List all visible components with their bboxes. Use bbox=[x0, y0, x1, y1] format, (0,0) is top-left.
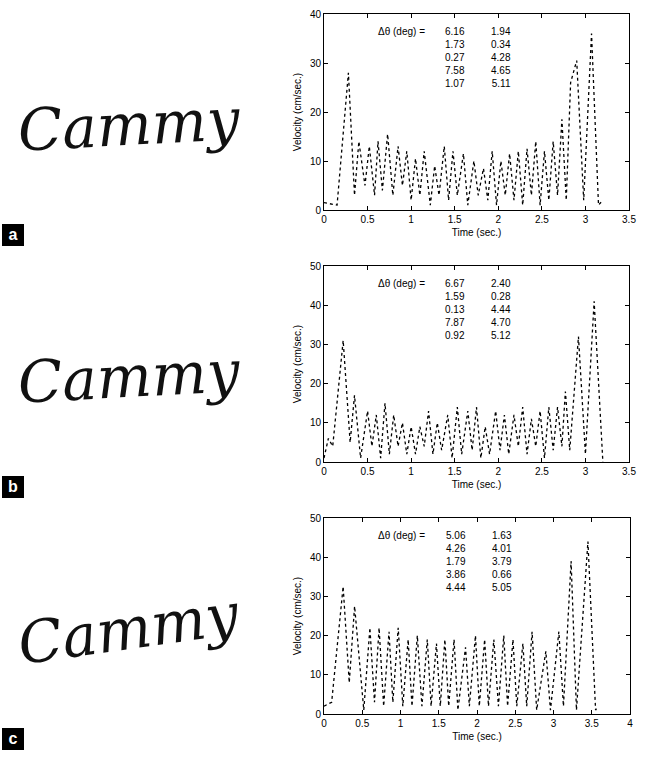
svg-text:20: 20 bbox=[310, 630, 322, 641]
svg-text:6.671.590.137.870.92: 6.671.590.137.870.92 bbox=[445, 278, 465, 341]
svg-text:1: 1 bbox=[398, 718, 404, 729]
svg-text:3: 3 bbox=[551, 718, 557, 729]
svg-text:30: 30 bbox=[310, 58, 322, 69]
svg-text:50: 50 bbox=[310, 513, 322, 524]
svg-text:0: 0 bbox=[321, 466, 327, 477]
svg-text:10: 10 bbox=[310, 669, 322, 680]
svg-text:4: 4 bbox=[627, 718, 633, 729]
svg-text:Δθ (deg) =: Δθ (deg) = bbox=[378, 26, 425, 37]
svg-text:Cammy: Cammy bbox=[16, 85, 242, 165]
svg-text:1.634.013.790.665.05: 1.634.013.790.665.05 bbox=[492, 530, 512, 593]
svg-text:Velocity (cm/sec.): Velocity (cm/sec.) bbox=[292, 325, 303, 403]
svg-text:2.5: 2.5 bbox=[535, 466, 549, 477]
svg-text:5.064.261.793.864.44: 5.064.261.793.864.44 bbox=[446, 530, 466, 593]
svg-text:10: 10 bbox=[310, 156, 322, 167]
svg-text:1.5: 1.5 bbox=[448, 214, 462, 225]
svg-text:2.5: 2.5 bbox=[508, 718, 522, 729]
svg-text:3: 3 bbox=[583, 214, 589, 225]
svg-text:3.5: 3.5 bbox=[622, 214, 636, 225]
svg-text:Time (sec.): Time (sec.) bbox=[452, 227, 502, 238]
svg-text:1: 1 bbox=[408, 466, 414, 477]
svg-text:Cammy: Cammy bbox=[14, 580, 244, 678]
html-text:a: a bbox=[8, 226, 18, 243]
svg-text:0: 0 bbox=[315, 709, 321, 720]
svg-text:20: 20 bbox=[310, 378, 322, 389]
svg-text:0.5: 0.5 bbox=[355, 718, 369, 729]
svg-text:50: 50 bbox=[310, 261, 322, 272]
svg-text:0: 0 bbox=[315, 457, 321, 468]
svg-text:1.5: 1.5 bbox=[432, 718, 446, 729]
svg-text:1.5: 1.5 bbox=[448, 466, 462, 477]
svg-text:40: 40 bbox=[310, 552, 322, 563]
svg-text:2.5: 2.5 bbox=[535, 214, 549, 225]
svg-text:Cammy: Cammy bbox=[16, 337, 242, 417]
html-text:c: c bbox=[8, 730, 18, 747]
svg-text:40: 40 bbox=[310, 300, 322, 311]
svg-text:Velocity (cm/sec.): Velocity (cm/sec.) bbox=[292, 577, 303, 655]
svg-text:20: 20 bbox=[310, 107, 322, 118]
svg-text:0.5: 0.5 bbox=[361, 466, 375, 477]
svg-text:2: 2 bbox=[474, 718, 480, 729]
svg-text:6.161.730.277.581.07: 6.161.730.277.581.07 bbox=[445, 26, 465, 89]
svg-text:0: 0 bbox=[321, 718, 327, 729]
svg-text:Velocity (cm/sec.): Velocity (cm/sec.) bbox=[292, 73, 303, 151]
svg-text:3: 3 bbox=[583, 466, 589, 477]
svg-text:0: 0 bbox=[315, 205, 321, 216]
svg-text:Δθ (deg) =: Δθ (deg) = bbox=[378, 530, 425, 541]
svg-text:2.400.284.444.705.12: 2.400.284.444.705.12 bbox=[491, 278, 511, 341]
svg-text:30: 30 bbox=[310, 591, 322, 602]
svg-text:0.5: 0.5 bbox=[361, 214, 375, 225]
svg-text:10: 10 bbox=[310, 417, 322, 428]
svg-text:2: 2 bbox=[496, 214, 502, 225]
svg-text:1.940.344.284.655.11: 1.940.344.284.655.11 bbox=[491, 26, 511, 89]
svg-text:3.5: 3.5 bbox=[585, 718, 599, 729]
svg-text:30: 30 bbox=[310, 339, 322, 350]
svg-text:Time (sec.): Time (sec.) bbox=[452, 731, 502, 742]
svg-text:Δθ (deg) =: Δθ (deg) = bbox=[378, 278, 425, 289]
svg-text:3.5: 3.5 bbox=[622, 466, 636, 477]
svg-text:0: 0 bbox=[321, 214, 327, 225]
html-text:b: b bbox=[8, 478, 18, 495]
svg-text:1: 1 bbox=[408, 214, 414, 225]
svg-text:Time (sec.): Time (sec.) bbox=[452, 479, 502, 490]
svg-text:2: 2 bbox=[496, 466, 502, 477]
svg-text:40: 40 bbox=[310, 9, 322, 20]
